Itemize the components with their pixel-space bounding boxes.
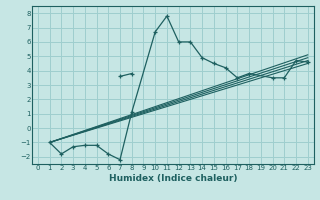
X-axis label: Humidex (Indice chaleur): Humidex (Indice chaleur) xyxy=(108,174,237,183)
